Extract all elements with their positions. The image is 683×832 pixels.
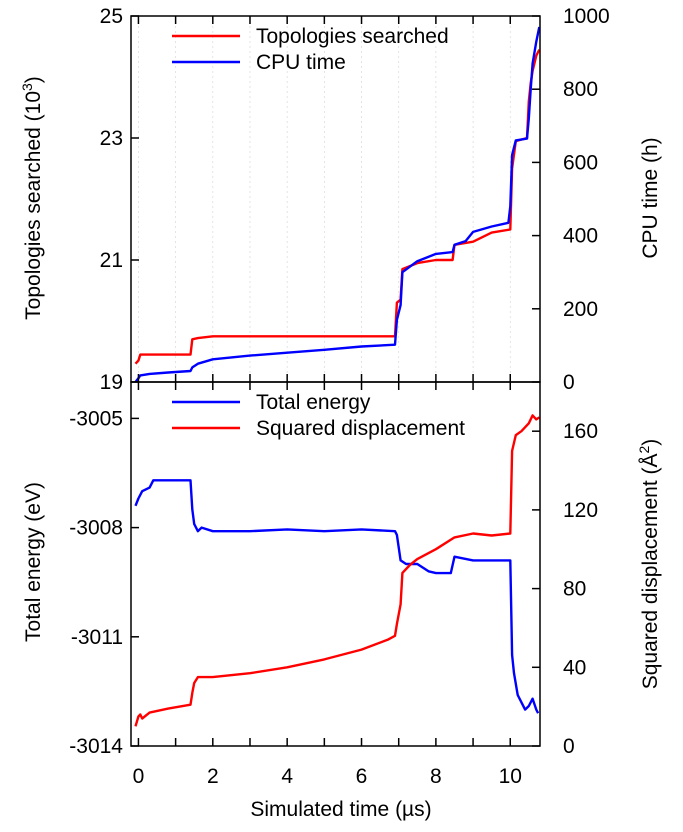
top-left-tick-label: 23 [100,127,123,150]
top-left-tick-label: 19 [100,371,123,394]
bottom-right-axis-label-sup: 2 [636,445,652,453]
bottom-right-axis-label: Squared displacement (Å2) [636,439,662,690]
bottom-left-tick-label: -3008 [69,517,123,540]
top-ticks: 19 21 23 25 0 200 400 600 800 1000 [100,5,610,394]
x-axis-label: Simulated time (µs) [250,798,431,821]
top-legend: Topologies searched CPU time [172,25,449,74]
x-tick-label: 0 [133,765,145,788]
top-left-tick-label: 21 [100,249,123,272]
bottom-ticks: -3014 -3011 -3008 -3005 0 40 80 120 160 0 2 4 6 8 10 [69,382,598,788]
top-gridlines [138,16,511,382]
top-right-tick-label: 600 [563,151,598,174]
bottom-legend-label-2: Squared displacement [256,417,465,440]
top-left-axis-label-main: Topologies searched (10 [22,91,45,320]
top-legend-label-1: Topologies searched [256,25,449,48]
top-legend-label-2: CPU time [256,51,346,74]
x-tick-label: 6 [356,765,368,788]
top-right-tick-label: 1000 [563,5,610,28]
top-left-axis-label: Topologies searched (103) [19,76,45,320]
bottom-right-axis-label-main: Squared displacement (Å [639,453,662,689]
bottom-left-tick-label: -3005 [69,407,123,430]
top-left-axis-label-close: ) [22,76,45,83]
bottom-legend: Total energy Squared displacement [172,391,465,440]
x-tick-label: 2 [207,765,219,788]
x-tick-label: 8 [430,765,442,788]
top-right-tick-label: 400 [563,225,598,248]
bottom-right-tick-label: 40 [563,656,586,679]
top-right-axis-label: CPU time (h) [639,137,662,258]
bottom-plot-frame [130,381,541,747]
bottom-panel: -3014 -3011 -3008 -3005 0 40 80 120 160 0 2 4 6 8 10 T… [69,382,598,788]
plot-frames [130,15,541,747]
bottom-left-tick-label: -3014 [69,735,123,758]
bottom-left-tick-label: -3011 [71,626,123,649]
top-series-lines [134,26,541,383]
bottom-left-axis-label: Total energy (eV) [22,482,45,642]
bottom-series-line-1 [134,479,540,714]
top-right-tick-label: 800 [563,78,598,101]
bottom-right-tick-label: 160 [563,420,598,443]
x-tick-label: 4 [281,765,293,788]
bottom-right-tick-label: 0 [563,735,575,758]
top-right-tick-label: 0 [563,371,575,394]
bottom-legend-label-1: Total energy [256,391,371,414]
top-left-tick-label: 25 [100,5,123,28]
bottom-right-axis-label-close: ) [639,439,662,446]
bottom-series-lines [134,414,540,727]
top-series-line-2 [134,26,541,383]
top-left-axis-label-sup: 3 [19,83,35,91]
bottom-right-tick-label: 80 [563,578,586,601]
top-right-tick-label: 200 [563,298,598,321]
top-series-line-1 [134,49,541,365]
top-panel: 19 21 23 25 0 200 400 600 800 1000 Topologies sea… [100,5,610,394]
x-tick-label: 10 [499,765,522,788]
bottom-series-line-2 [134,414,540,727]
bottom-right-tick-label: 120 [563,499,598,522]
